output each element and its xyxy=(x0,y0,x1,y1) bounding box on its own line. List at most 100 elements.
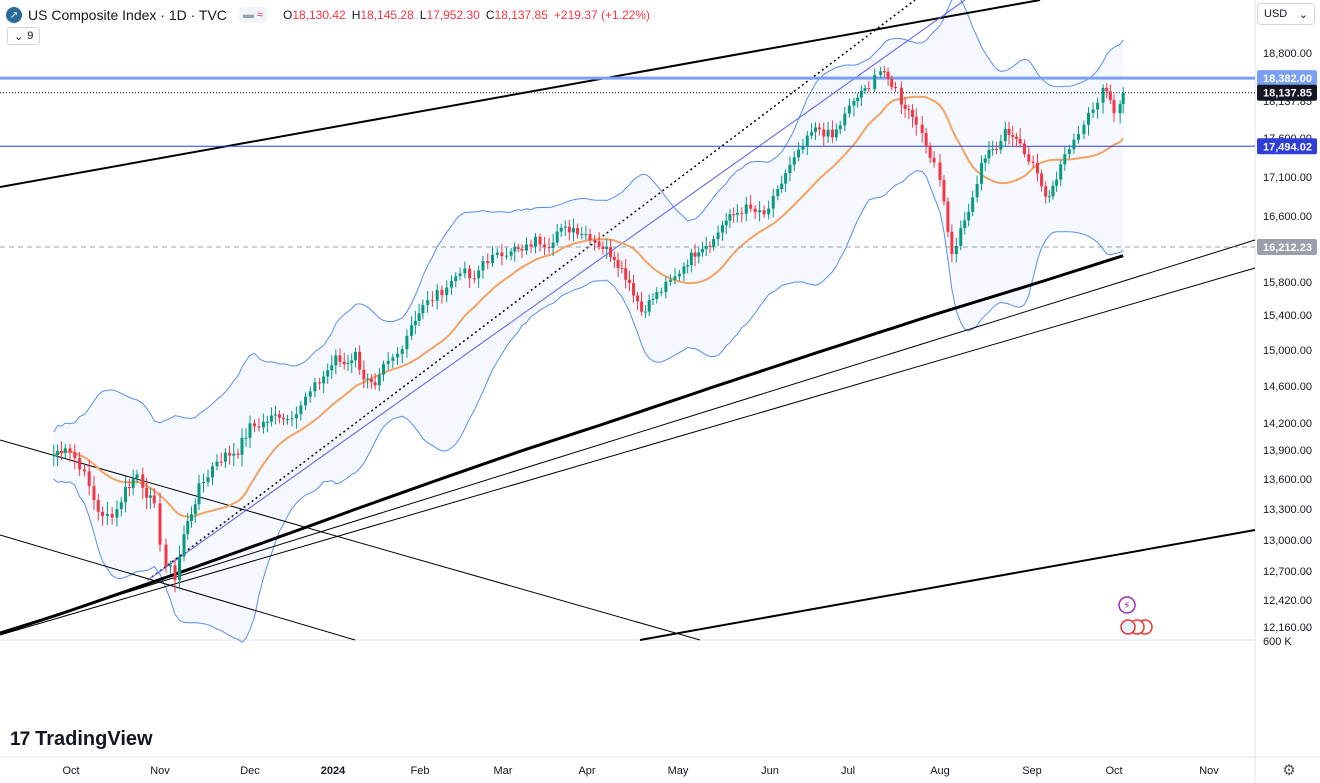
symbol-logo-icon[interactable]: ↗ xyxy=(6,7,22,23)
currency-selector[interactable]: USD ⌄ xyxy=(1257,3,1315,25)
wave-icon[interactable]: ≈ xyxy=(256,9,263,21)
candle xyxy=(983,154,987,171)
change-value: +219.37 (+1.22%) xyxy=(553,8,650,22)
candle xyxy=(313,377,317,398)
trendline[interactable] xyxy=(0,239,1256,633)
candle-body xyxy=(215,461,219,467)
candle-body xyxy=(202,482,205,484)
dividend-event-icon[interactable] xyxy=(1118,596,1136,614)
candle-body xyxy=(817,127,821,130)
candle xyxy=(52,444,56,467)
trendline[interactable] xyxy=(0,0,1041,188)
candle-body xyxy=(735,212,739,215)
trendline[interactable] xyxy=(639,529,1256,641)
trendline[interactable] xyxy=(147,0,916,581)
candle-body xyxy=(749,204,753,209)
candle-body xyxy=(495,252,499,255)
chevron-down-icon: ⌄ xyxy=(14,30,24,43)
candle-body xyxy=(426,300,430,305)
candle-body xyxy=(704,245,708,250)
candle-body xyxy=(269,415,273,422)
candle xyxy=(1096,97,1100,119)
candle xyxy=(632,274,636,303)
candle-body xyxy=(826,129,830,137)
candle-body xyxy=(991,149,995,151)
candle-body xyxy=(609,247,613,258)
candle xyxy=(647,294,651,316)
candle xyxy=(197,474,201,510)
candle xyxy=(686,259,690,274)
legend-toggle[interactable]: ▬ ≈ xyxy=(238,7,267,23)
candle-body xyxy=(903,104,907,109)
candle xyxy=(712,235,716,251)
candle xyxy=(852,97,856,117)
trendline[interactable] xyxy=(0,534,356,641)
candle xyxy=(538,233,542,252)
trendline[interactable] xyxy=(0,439,701,641)
candle xyxy=(911,104,915,128)
candle-body xyxy=(318,382,322,384)
candle-body xyxy=(366,378,370,380)
time-axis[interactable]: Oct Nov Dec 2024 Feb Mar Apr May Jun Jul Aug Sep Oct… xyxy=(62,765,1219,777)
candle xyxy=(505,247,509,260)
candle-body xyxy=(555,231,559,243)
candle xyxy=(244,428,248,447)
candle-body xyxy=(273,414,277,416)
price-tick-label: 13,600.00 xyxy=(1263,474,1312,486)
candle xyxy=(96,493,100,521)
candle-body xyxy=(211,466,214,478)
candle-body xyxy=(538,236,542,245)
svg-text:18,137.85: 18,137.85 xyxy=(1263,88,1312,100)
lightning-icon: ⚡ xyxy=(1123,599,1131,612)
candle xyxy=(413,310,417,335)
candle-body xyxy=(87,471,91,487)
candle xyxy=(248,415,252,449)
trendline[interactable] xyxy=(147,0,966,581)
candle xyxy=(358,345,362,375)
events-markers[interactable]: ⚡ xyxy=(1118,596,1153,635)
price-axis[interactable]: 12,160.00 12,420.00 12,700.00 13,000.00 13,3… xyxy=(1263,48,1312,634)
candle-body xyxy=(131,478,135,489)
trendline[interactable] xyxy=(0,267,1256,636)
candle xyxy=(148,487,152,509)
candle-body xyxy=(1096,102,1100,110)
candle xyxy=(1059,159,1063,187)
trendline-drawings[interactable] xyxy=(0,0,1256,641)
candle-body xyxy=(1014,136,1018,139)
candle xyxy=(228,445,232,465)
candle xyxy=(178,545,181,590)
candle-body xyxy=(834,129,838,138)
candle-body xyxy=(353,351,357,361)
candle xyxy=(481,256,485,279)
candle-body xyxy=(571,228,575,233)
settings-gear-icon[interactable]: ⚙ xyxy=(1282,762,1296,779)
currency-label: USD xyxy=(1264,8,1288,20)
candle xyxy=(873,68,877,92)
candle xyxy=(999,134,1003,154)
candle-body xyxy=(73,452,77,458)
candle-body xyxy=(677,273,681,277)
candle xyxy=(753,204,757,220)
candle-body xyxy=(346,363,350,365)
candle-body xyxy=(640,301,644,312)
candle xyxy=(524,237,528,255)
candle-body xyxy=(127,486,131,489)
candle xyxy=(673,268,677,285)
candle-body xyxy=(322,376,326,384)
indicator-count: 9 xyxy=(27,30,34,42)
candle-body xyxy=(105,513,109,516)
candle-body xyxy=(101,511,105,516)
minus-icon[interactable]: ▬ xyxy=(242,9,254,21)
candle-body xyxy=(236,453,240,455)
candle-body xyxy=(96,500,100,512)
symbol-title[interactable]: US Composite Index · 1D · TVC xyxy=(28,7,227,23)
candle-body xyxy=(784,173,788,184)
candle-body xyxy=(643,311,647,313)
tradingview-logo[interactable]: 17 TradingView xyxy=(10,728,153,751)
candle-body xyxy=(252,423,256,427)
horizontal-price-levels[interactable] xyxy=(0,76,1255,248)
indicators-toggle-button[interactable]: ⌄ 9 xyxy=(7,27,41,45)
candle xyxy=(164,538,168,573)
us-flag-event-icon-1[interactable] xyxy=(1120,619,1136,635)
